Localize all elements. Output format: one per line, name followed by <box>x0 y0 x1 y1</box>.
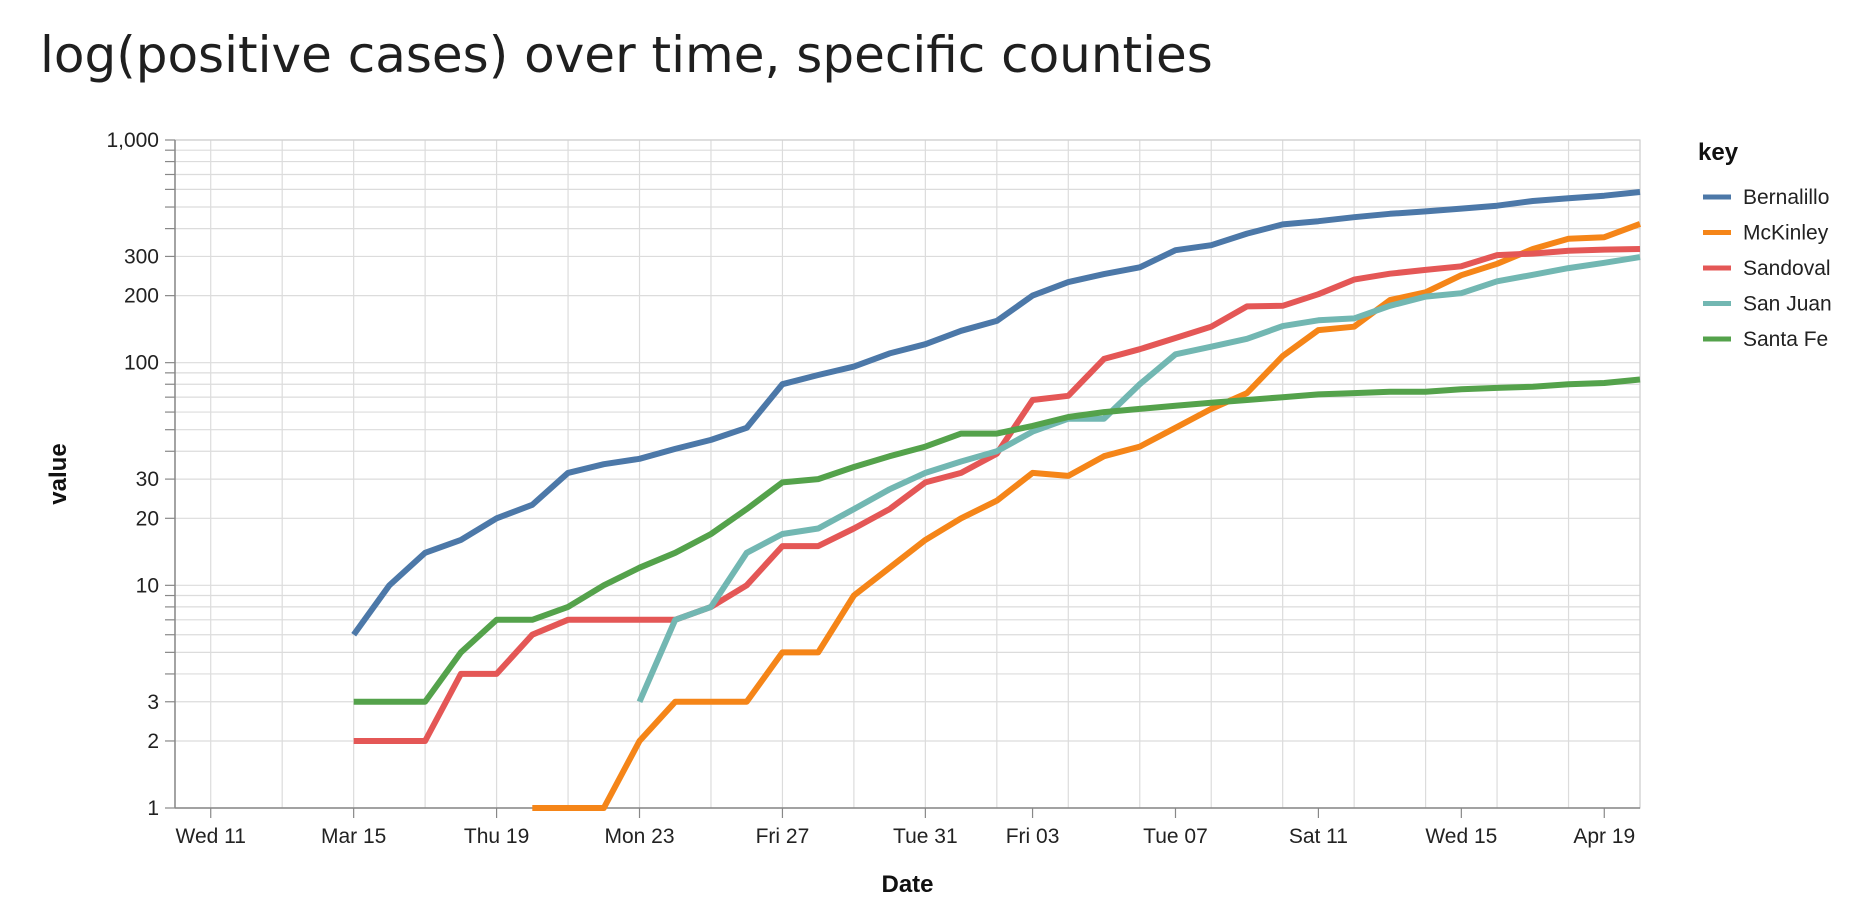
x-tick-label: Fri 27 <box>756 825 810 848</box>
y-tick-label: 300 <box>124 245 159 268</box>
x-tick-label: Tue 07 <box>1143 825 1208 848</box>
plot-frame <box>174 139 1641 809</box>
x-tick-label: Mon 23 <box>604 825 674 848</box>
x-tick-label: Thu 19 <box>464 825 529 848</box>
series-lines <box>351 189 1642 811</box>
x-tick-label: Wed 15 <box>1425 825 1497 848</box>
x-tick-label: Wed 11 <box>176 825 246 848</box>
legend-title: key <box>1698 139 1739 166</box>
y-tick-label: 1 <box>147 797 159 820</box>
x-tick-label: Mar 15 <box>321 825 386 848</box>
series-line-mckinley <box>532 221 1642 811</box>
x-tick-label: Tue 31 <box>893 825 958 848</box>
y-tick-label: 200 <box>124 285 159 308</box>
y-tick-label: 2 <box>147 730 159 753</box>
legend-label: San Juan <box>1743 293 1832 316</box>
series-line-san-juan <box>636 254 1641 703</box>
legend-label: McKinley <box>1743 222 1829 245</box>
legend-label: Santa Fe <box>1743 328 1828 351</box>
y-tick-label: 3 <box>147 691 159 714</box>
grid <box>174 139 1641 809</box>
chart-title: log(positive cases) over time, specific … <box>40 26 1213 84</box>
x-tick-label: Apr 19 <box>1573 825 1635 848</box>
series-line-bernalillo <box>351 189 1641 637</box>
y-axis-title: value <box>45 443 72 504</box>
x-axis-title: Date <box>881 871 933 898</box>
y-tick-label: 30 <box>136 468 159 491</box>
y-tick-label: 20 <box>136 507 159 530</box>
series-line-santa-fe <box>353 376 1641 705</box>
y-tick-label: 1,000 <box>106 129 159 152</box>
axes: 1 2 3 10 20 30 100 200 300 1,000 Wed 11 Mar 15 Thu 1… <box>45 129 1640 898</box>
x-tick-label: Sat 11 <box>1289 825 1348 848</box>
legend-label: Bernalillo <box>1743 186 1829 209</box>
y-tick-label: 10 <box>136 574 159 597</box>
y-tick-label: 100 <box>124 352 159 375</box>
legend-label: Sandoval <box>1743 257 1831 280</box>
x-tick-label: Fri 03 <box>1006 825 1060 848</box>
